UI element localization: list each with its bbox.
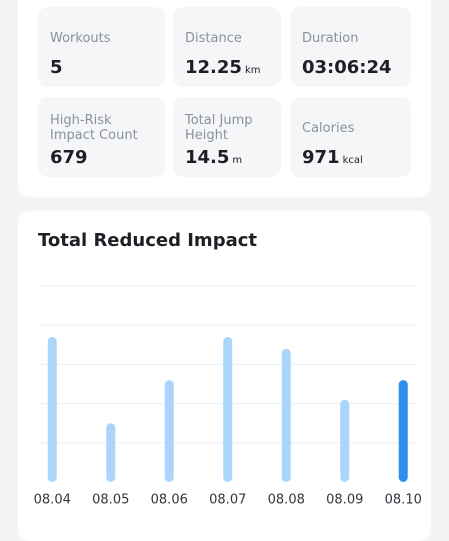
- stat-tile: Calories 971 kcal: [290, 97, 411, 177]
- stat-unit: km: [244, 65, 261, 76]
- stat-value: 679: [50, 147, 88, 168]
- x-tick-label: 08.08: [268, 493, 305, 508]
- stat-label-box: Distance: [185, 23, 269, 53]
- bar: [281, 348, 291, 482]
- stat-value-row: 971 kcal: [302, 147, 399, 168]
- stat-tile: Total Jump Height 14.5 m: [173, 97, 281, 177]
- screen: Workouts 5 Distance 12.25 km Duration 03:06:24…: [18, 0, 431, 541]
- stat-label-box: Total Jump Height: [185, 113, 269, 143]
- bar: [398, 380, 408, 482]
- stat-unit: m: [232, 155, 243, 166]
- bar: [47, 336, 57, 482]
- stat-tile: High-Risk Impact Count 679: [38, 97, 165, 177]
- stat-label-box: Duration: [302, 23, 399, 53]
- stat-value: 5: [50, 57, 63, 78]
- stat-label: Calories: [302, 120, 355, 136]
- stat-value-row: 5: [50, 57, 153, 78]
- bar: [106, 423, 116, 482]
- stat-value-row: 14.5 m: [185, 147, 269, 168]
- chart: Total Reduced Impact 08.04 08.05 08.06 08.0…: [34, 230, 422, 508]
- bar: [223, 336, 233, 482]
- stat-label: Total Jump Height: [185, 113, 253, 143]
- stat-value: 12.25: [185, 57, 242, 78]
- stat-value: 03:06:24: [302, 57, 392, 78]
- x-tick-label: 08.10: [385, 493, 422, 508]
- stat-label-box: Calories: [302, 113, 399, 143]
- stat-tile: Workouts 5: [38, 7, 165, 87]
- stat-tile: Distance 12.25 km: [173, 7, 281, 87]
- stat-label-box: High-Risk Impact Count: [50, 113, 153, 143]
- x-tick-label: 08.05: [92, 493, 129, 508]
- stat-value-row: 12.25 km: [185, 57, 269, 78]
- stat-tile: Duration 03:06:24: [290, 7, 411, 87]
- stat-value: 14.5: [185, 147, 230, 168]
- stat-label-box: Workouts: [50, 23, 153, 53]
- stat-label: Duration: [302, 30, 359, 46]
- stat-label: Workouts: [50, 30, 111, 46]
- stat-label: High-Risk Impact Count: [50, 113, 138, 143]
- bar: [164, 380, 174, 482]
- stat-value-row: 03:06:24: [302, 57, 399, 78]
- x-tick-label: 08.04: [34, 493, 71, 508]
- stat-unit: kcal: [342, 155, 363, 166]
- chart-title: Total Reduced Impact: [38, 230, 257, 251]
- stat-value-row: 679: [50, 147, 153, 168]
- stat-value: 971: [302, 147, 340, 168]
- x-tick-label: 08.07: [209, 493, 246, 508]
- x-tick-label: 08.06: [151, 493, 188, 508]
- x-tick-label: 08.09: [326, 493, 363, 508]
- bar: [340, 399, 350, 482]
- stat-label: Distance: [185, 30, 242, 46]
